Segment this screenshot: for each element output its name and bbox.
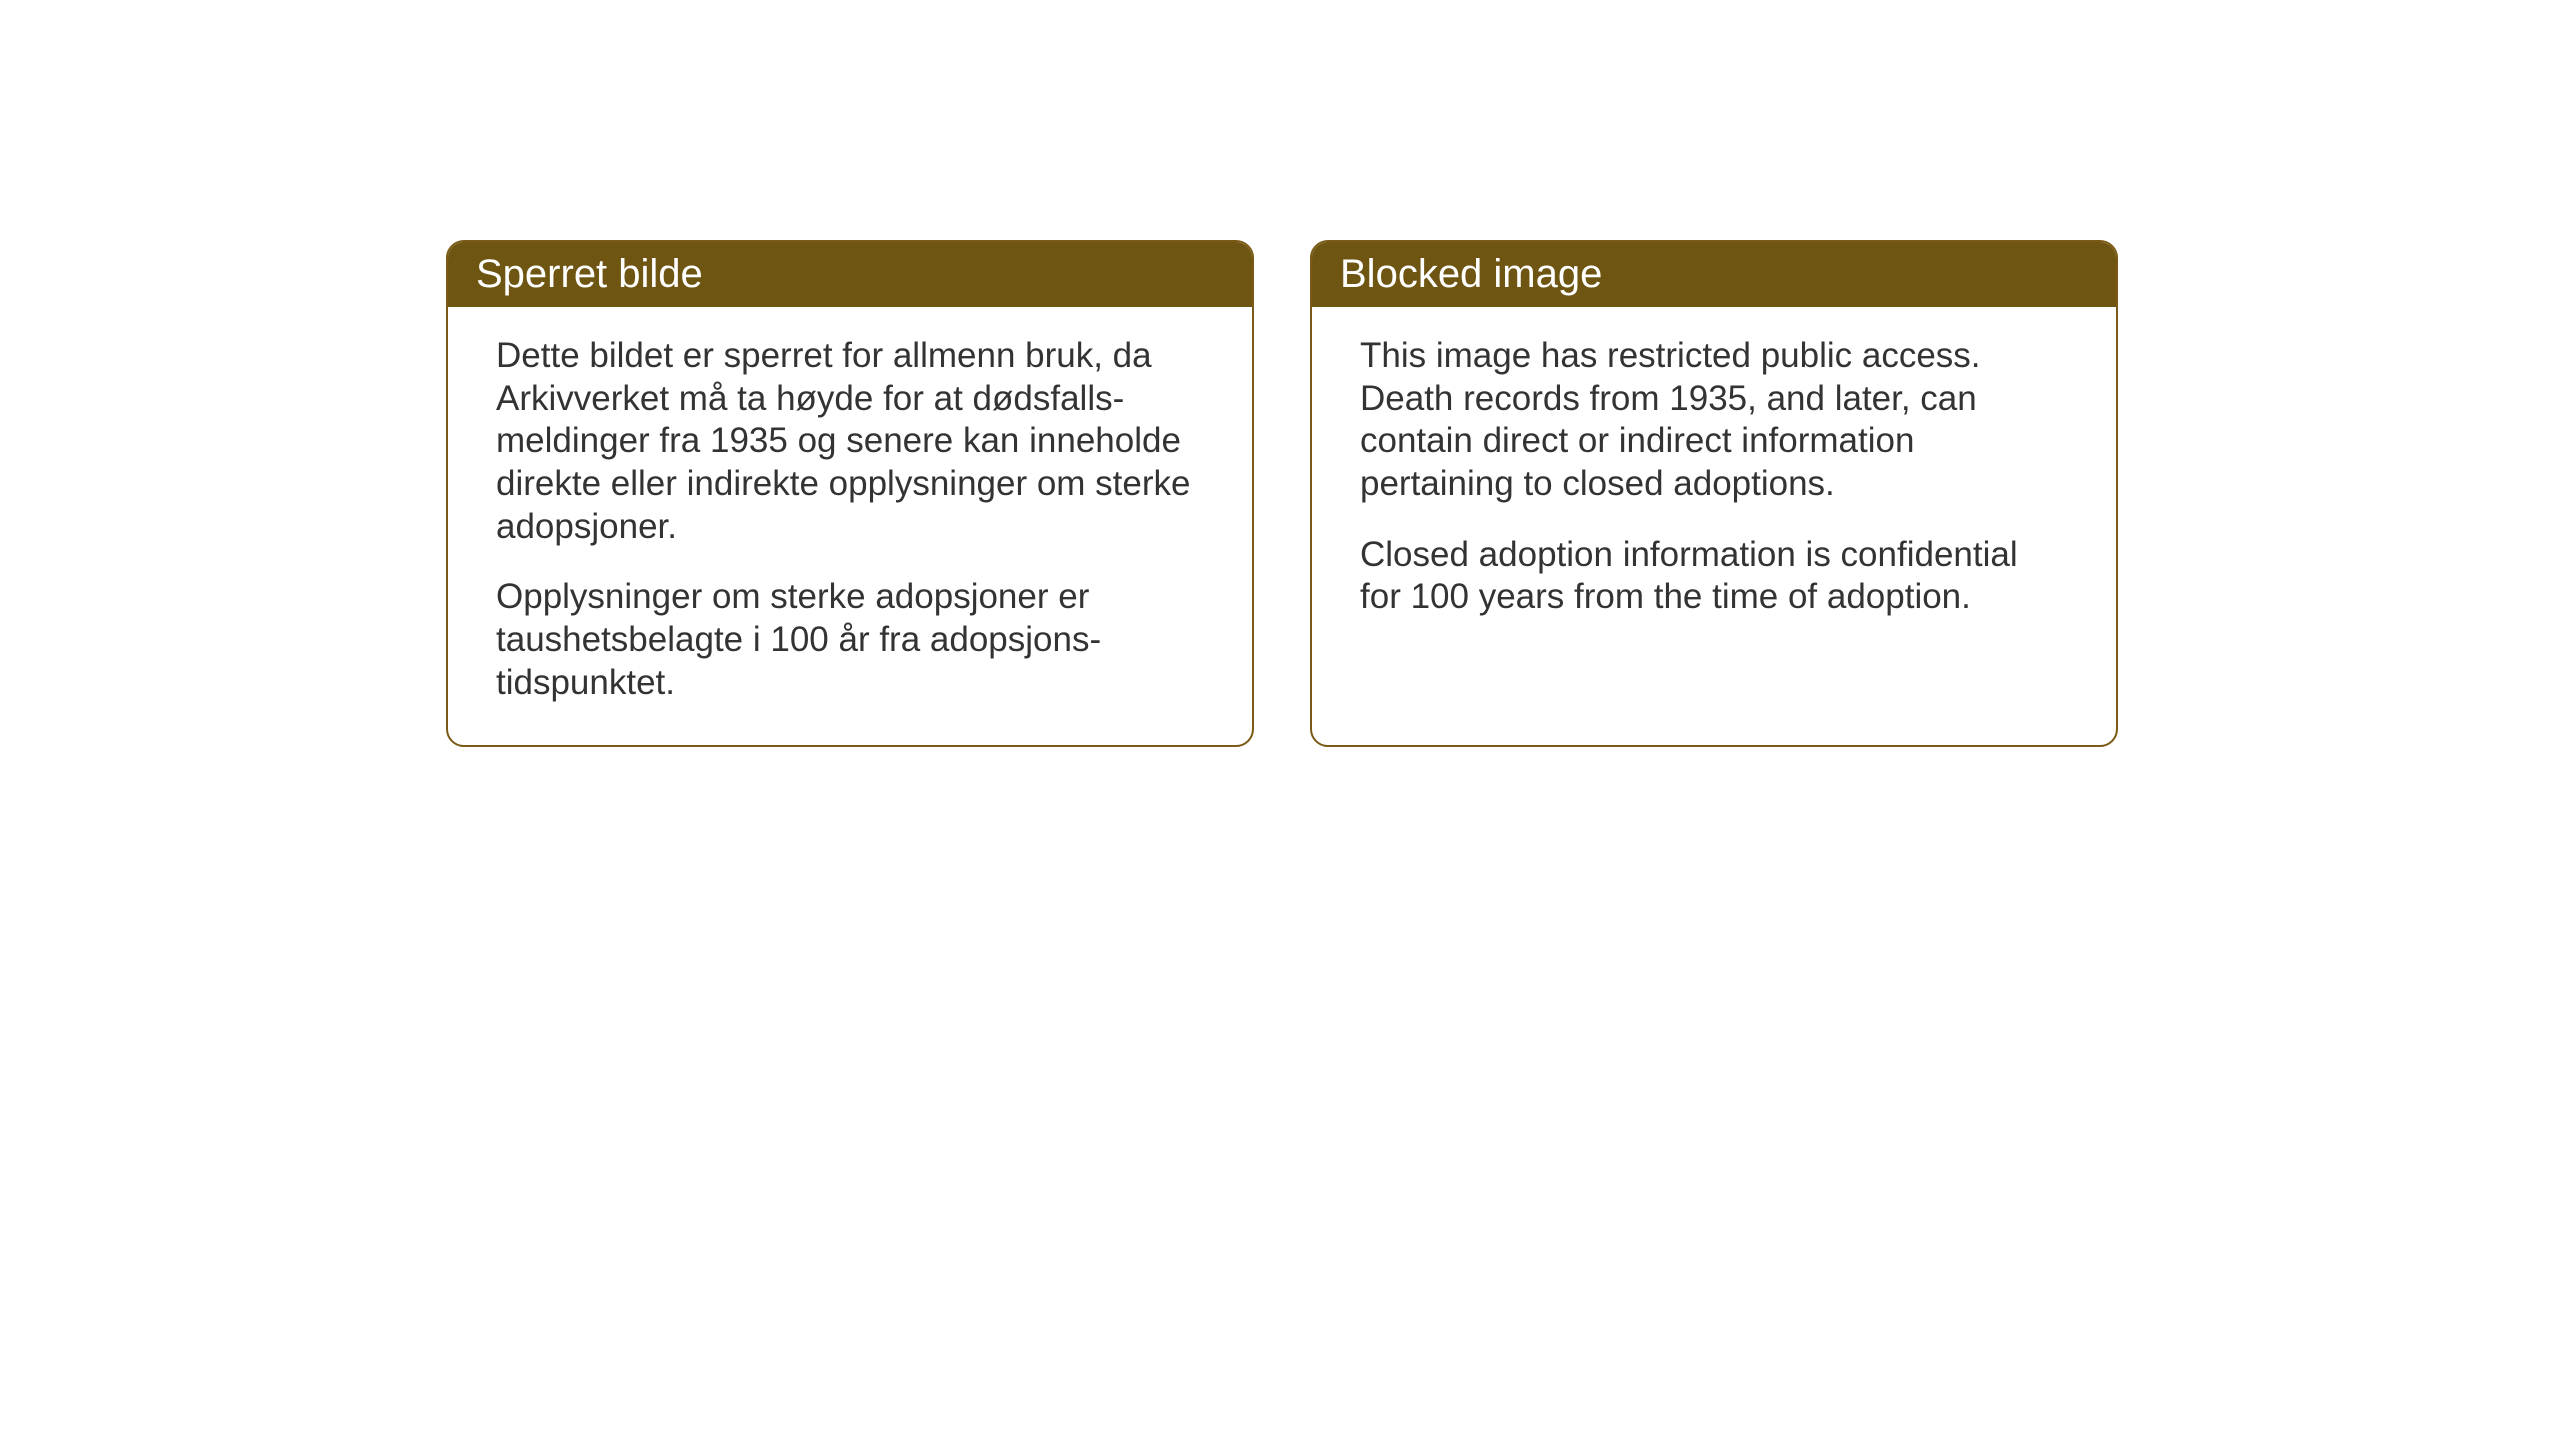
paragraph-text: Dette bildet er sperret for allmenn bruk… <box>496 335 1204 548</box>
notice-card-norwegian: Sperret bilde Dette bildet er sperret fo… <box>446 240 1254 747</box>
notice-container: Sperret bilde Dette bildet er sperret fo… <box>446 240 2118 747</box>
paragraph-text: Opplysninger om sterke adopsjoner er tau… <box>496 576 1204 704</box>
card-header-norwegian: Sperret bilde <box>448 242 1252 307</box>
notice-card-english: Blocked image This image has restricted … <box>1310 240 2118 747</box>
paragraph-text: This image has restricted public access.… <box>1360 335 2068 506</box>
card-header-english: Blocked image <box>1312 242 2116 307</box>
paragraph-text: Closed adoption information is confident… <box>1360 534 2068 619</box>
card-body-norwegian: Dette bildet er sperret for allmenn bruk… <box>448 307 1252 745</box>
card-body-english: This image has restricted public access.… <box>1312 307 2116 659</box>
